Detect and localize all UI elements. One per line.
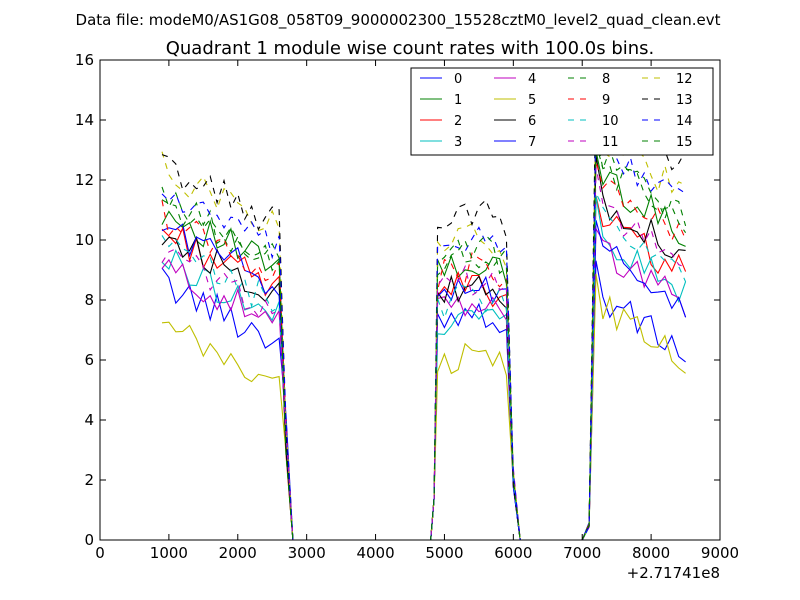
legend-label: 6 <box>528 114 536 129</box>
x-tick-label: 6000 <box>494 544 532 562</box>
suptitle: Data file: modeM0/AS1G08_058T09_90000023… <box>76 11 721 30</box>
x-tick-label: 2000 <box>219 544 257 562</box>
legend-entry-11: 11 <box>568 135 619 150</box>
series-line-15 <box>161 142 687 541</box>
x-tick-label: 3000 <box>288 544 326 562</box>
legend-entry-14: 14 <box>642 114 693 129</box>
legend-entry-3: 3 <box>420 135 462 150</box>
legend-label: 8 <box>602 72 610 87</box>
series-line-12 <box>161 99 686 541</box>
legend-label: 12 <box>676 72 693 87</box>
legend-label: 10 <box>602 114 619 129</box>
x-tick-label: 4000 <box>356 544 394 562</box>
legend-entry-13: 13 <box>642 93 693 108</box>
x-tick-label: 7000 <box>563 544 601 562</box>
axes-frame <box>99 59 721 541</box>
chart-title: Quadrant 1 module wise count rates with … <box>166 38 655 59</box>
legend-entry-1: 1 <box>420 93 462 108</box>
legend-entry-4: 4 <box>494 72 536 87</box>
y-tick-label: 2 <box>84 471 94 489</box>
series-line-6 <box>161 155 686 541</box>
y-tick-label: 4 <box>84 411 94 429</box>
legend-label: 11 <box>602 135 619 150</box>
legend-label: 3 <box>454 135 462 150</box>
legend-frame <box>410 67 714 156</box>
legend-label: 14 <box>676 114 693 129</box>
y-tick-label: 0 <box>84 531 94 549</box>
legend-label: 0 <box>454 72 462 87</box>
legend-label: 5 <box>528 93 536 108</box>
legend-label: 9 <box>602 93 610 108</box>
x-tick-label: 1000 <box>150 544 188 562</box>
legend-label: 7 <box>528 135 536 150</box>
legend-entry-5: 5 <box>494 93 536 108</box>
x-tick-label: 0 <box>95 544 105 562</box>
x-tick-label: 9000 <box>701 544 739 562</box>
legend-entry-2: 2 <box>420 114 462 129</box>
legend-label: 1 <box>454 93 462 108</box>
series-line-5 <box>161 273 686 541</box>
legend-label: 15 <box>676 135 693 150</box>
y-tick-label: 16 <box>75 51 94 69</box>
series-line-9 <box>161 160 687 541</box>
y-tick-label: 10 <box>75 231 94 249</box>
legend-entry-6: 6 <box>494 114 536 129</box>
legend-entry-8: 8 <box>568 72 610 87</box>
legend-entry-10: 10 <box>568 114 619 129</box>
x-tick-label: 8000 <box>632 544 670 562</box>
legend-label: 2 <box>454 114 462 129</box>
series-line-14 <box>161 114 686 541</box>
legend-entry-15: 15 <box>642 135 693 150</box>
axis-ticks: 0 1000 2000 3000 4000 5000 6000 7000 8000 9000 0 2 4… <box>75 51 739 562</box>
series-line-7 <box>161 220 687 541</box>
series-line-2 <box>161 195 687 541</box>
legend-entry-9: 9 <box>568 93 610 108</box>
legend-label: 4 <box>528 72 536 87</box>
legend-entry-7: 7 <box>494 135 536 150</box>
x-offset-label: +2.71741e8 <box>627 564 720 582</box>
y-tick-label: 14 <box>75 111 94 129</box>
y-tick-label: 8 <box>84 291 94 309</box>
legend-label: 13 <box>676 93 693 108</box>
series-line-3 <box>161 196 687 541</box>
x-tick-label: 5000 <box>425 544 463 562</box>
y-tick-label: 12 <box>75 171 94 189</box>
legend-entry-12: 12 <box>642 72 693 87</box>
legend-entry-0: 0 <box>420 72 462 87</box>
y-tick-label: 6 <box>84 351 94 369</box>
